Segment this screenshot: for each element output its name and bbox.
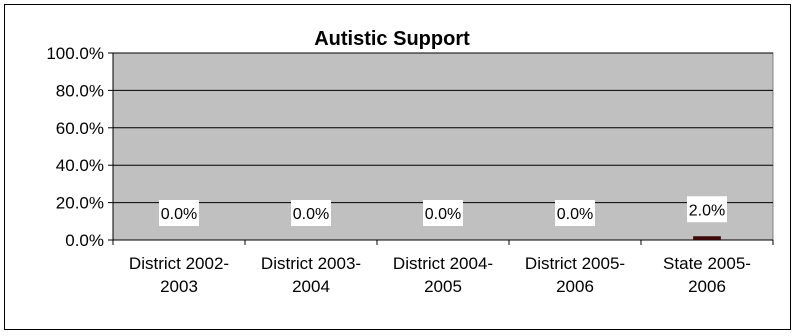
x-tick-label: District 2002-2003 <box>129 254 229 296</box>
chart-title: Autistic Support <box>314 28 470 50</box>
data-label-box <box>291 200 331 226</box>
y-tick-label: 100.0% <box>46 44 104 63</box>
data-label: 0.0% <box>557 206 593 223</box>
y-tick-label: 60.0% <box>56 119 104 138</box>
data-label-box <box>159 200 199 226</box>
grid-layer <box>113 52 773 204</box>
x-tick-label: State 2005-2006 <box>663 254 751 296</box>
label-layer: 0.0% 0.0% 0.0% 0.0% 2.0% <box>159 196 727 226</box>
chart-svg: Autistic Support 0.0% 20.0% 40.0% 60.0% 80.0… <box>46 28 774 296</box>
data-label: 2.0% <box>689 202 725 219</box>
data-label: 0.0% <box>161 206 197 223</box>
bar-layer <box>693 236 721 240</box>
data-label: 0.0% <box>293 206 329 223</box>
data-label: 0.0% <box>425 206 461 223</box>
y-tick-label: 80.0% <box>56 81 104 100</box>
x-tick-label: District 2004-2005 <box>393 254 493 296</box>
y-tick-label: 20.0% <box>56 194 104 213</box>
data-label-box <box>423 200 463 226</box>
chart-frame: Autistic Support 0.0% 20.0% 40.0% 60.0% 80.0… <box>4 4 791 330</box>
x-tick-label: District 2005-2006 <box>525 254 625 296</box>
y-tick-label: 40.0% <box>56 156 104 175</box>
axis-layer: 0.0% 20.0% 40.0% 60.0% 80.0% 100.0% District 2… <box>46 44 774 296</box>
x-tick-label: District 2003-2004 <box>261 254 361 296</box>
y-tick-label: 0.0% <box>65 231 104 250</box>
bar <box>693 236 721 240</box>
data-label-box <box>687 196 727 223</box>
data-label-box <box>555 200 595 226</box>
